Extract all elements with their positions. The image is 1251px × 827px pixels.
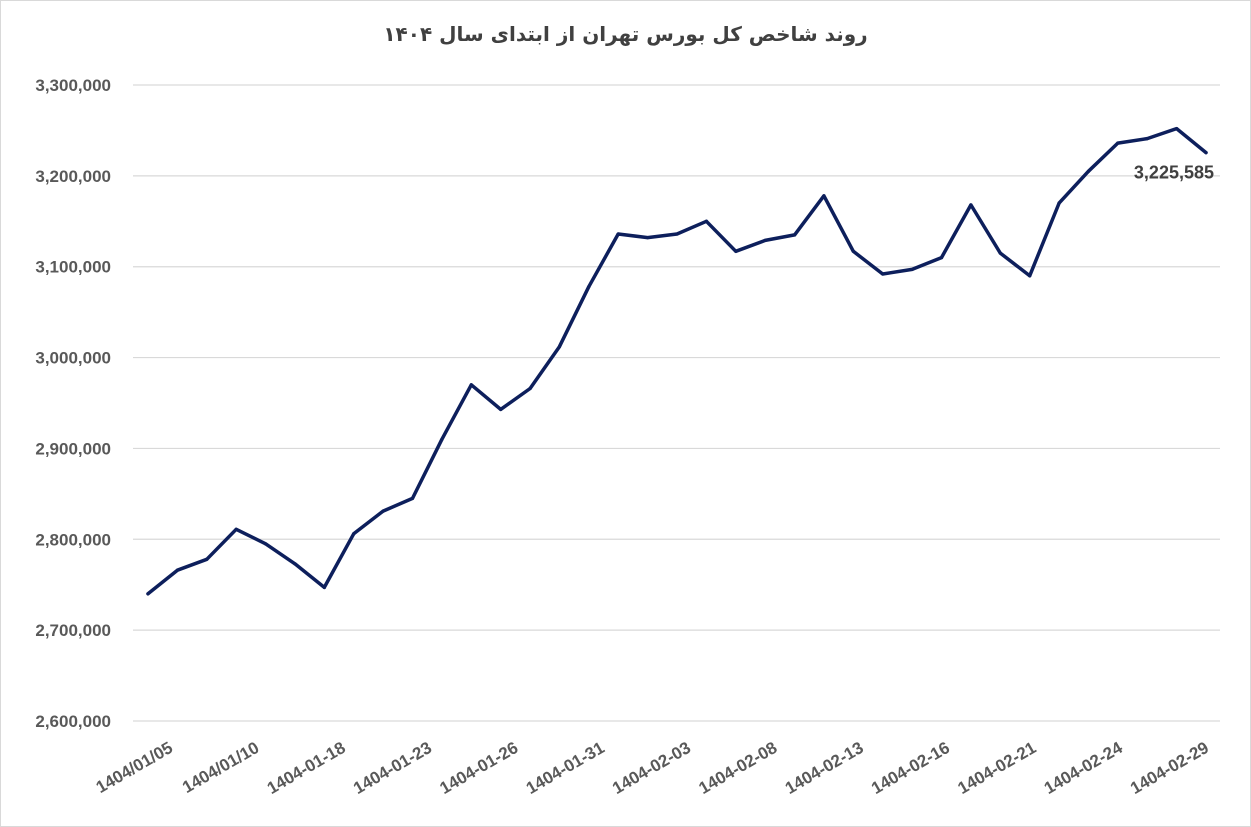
data-labels: 3,225,585 [1134, 163, 1214, 183]
y-tick-label: 2,600,000 [35, 712, 111, 731]
y-axis-labels: 2,600,000 2,700,000 2,800,000 2,900,000 3,00… [35, 76, 111, 731]
y-tick-label: 3,100,000 [35, 258, 111, 277]
x-tick-label: 1404-01-31 [523, 738, 608, 798]
data-point [1116, 141, 1120, 145]
data-point [499, 407, 503, 411]
data-point [381, 509, 385, 513]
data-point [851, 249, 855, 253]
data-point [234, 527, 238, 531]
x-tick-label: 1404-02-16 [868, 738, 953, 798]
data-point [322, 585, 326, 590]
data-point [528, 386, 532, 391]
data-point [1204, 151, 1208, 155]
x-tick-label: 1404-02-03 [609, 738, 694, 798]
data-point [881, 272, 885, 276]
data-point [1175, 127, 1179, 131]
x-axis-labels: 1404/01/05 1404/01/10 1404-01-18 1404-01-23… [93, 738, 1212, 798]
data-point [205, 557, 209, 561]
y-tick-label: 2,800,000 [35, 530, 111, 549]
y-tick-label: 2,900,000 [35, 439, 111, 458]
data-point [998, 251, 1002, 255]
y-tick-label: 3,000,000 [35, 349, 111, 368]
data-point [1086, 169, 1091, 173]
data-point [146, 592, 150, 596]
y-tick-label: 3,300,000 [35, 76, 111, 95]
x-tick-label: 1404/01/10 [179, 738, 262, 797]
x-tick-label: 1404-02-29 [1127, 738, 1212, 798]
data-point [469, 383, 473, 387]
data-point [293, 562, 297, 566]
data-label-last: 3,225,585 [1134, 163, 1214, 183]
chart-title: روند شاخص کل بورس تهران از ابتدای سال ۱۴… [383, 22, 868, 46]
data-point [587, 285, 591, 289]
data-point [939, 256, 944, 260]
data-point [352, 532, 356, 536]
data-point [969, 203, 973, 207]
gridlines [133, 84, 1220, 722]
data-point [175, 568, 179, 572]
data-point [440, 437, 444, 441]
x-tick-label: 1404-02-13 [782, 738, 867, 798]
x-tick-label: 1404-01-26 [437, 738, 522, 798]
data-point [792, 233, 797, 237]
data-point [1145, 137, 1149, 141]
data-point [822, 194, 826, 198]
data-point [734, 249, 738, 253]
series-group [146, 126, 1208, 596]
series-line [146, 126, 1208, 596]
data-point [557, 345, 562, 349]
y-tick-label: 2,700,000 [35, 621, 111, 640]
data-point [675, 232, 679, 236]
x-tick-label: 1404-02-08 [696, 738, 781, 798]
x-tick-label: 1404-02-24 [1041, 738, 1126, 798]
data-point [704, 219, 708, 223]
data-point [616, 232, 620, 236]
y-tick-label: 3,200,000 [35, 167, 111, 186]
data-point [763, 238, 767, 242]
data-point [910, 267, 914, 272]
x-tick-label: 1404/01/05 [93, 738, 176, 797]
x-tick-label: 1404-01-18 [264, 738, 349, 798]
data-point [1057, 201, 1061, 205]
data-point [646, 236, 650, 240]
data-point [410, 496, 415, 500]
x-tick-label: 1404-02-21 [955, 738, 1040, 798]
data-point [1028, 274, 1032, 278]
x-tick-label: 1404-01-23 [350, 738, 435, 798]
data-point [263, 542, 268, 546]
